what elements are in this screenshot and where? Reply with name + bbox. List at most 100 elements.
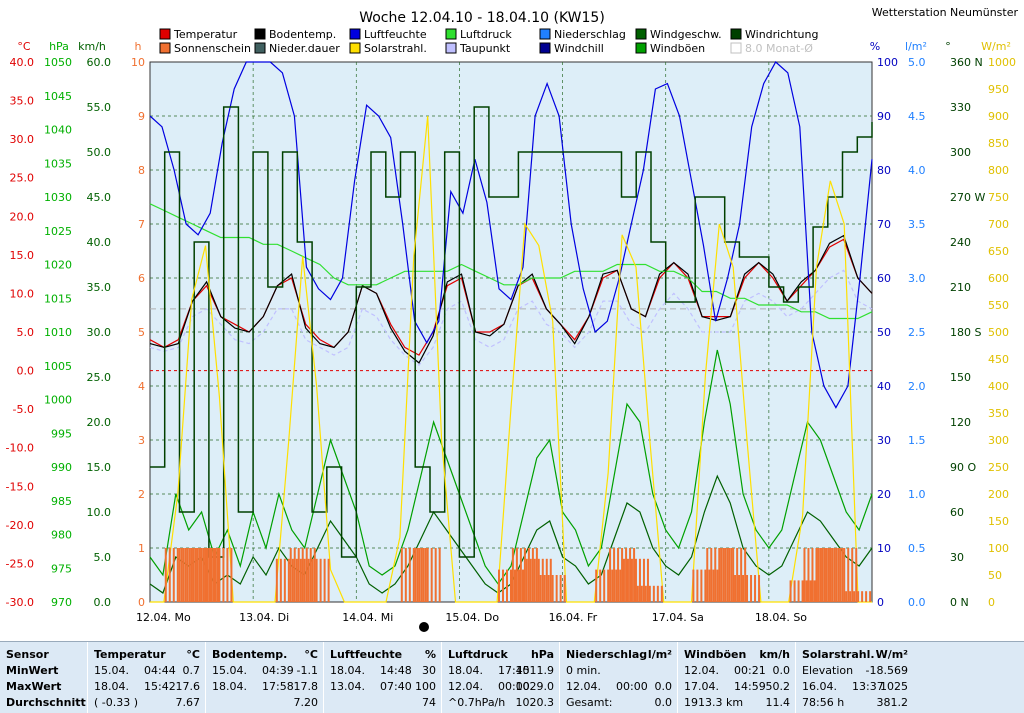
sunshine-bar xyxy=(615,569,618,602)
legend-label: Nieder.dauer xyxy=(269,42,340,55)
axis-tick-temperature_c: 5.0 xyxy=(17,326,35,339)
sunshine-bar xyxy=(319,558,322,602)
sunshine-bar xyxy=(545,558,548,602)
legend-label: Taupunkt xyxy=(459,42,511,55)
axis-tick-direction_deg: 90 O xyxy=(950,461,976,474)
axis-tick-rain_lm2: 2.0 xyxy=(908,380,926,393)
stats-unit: W/m² xyxy=(875,648,908,661)
sunshine-bar xyxy=(823,548,826,602)
legend-swatch xyxy=(159,28,171,40)
sunshine-bar xyxy=(299,558,302,602)
axis-tick-sunshine_h: 7 xyxy=(138,218,145,231)
axis-tick-temperature_c: -5.0 xyxy=(13,403,34,416)
sunshine-bar xyxy=(518,569,520,602)
axis-unit-pressure_hpa: hPa xyxy=(49,40,69,53)
axis-tick-pressure_hpa: 1015 xyxy=(44,292,72,305)
stats-cell-time: 04:44 xyxy=(144,664,176,677)
sunshine-bar xyxy=(724,548,727,602)
stats-cell-value: 0.0 xyxy=(772,664,791,677)
sunshine-bar xyxy=(626,558,629,602)
stats-cell-time: 14:59 xyxy=(734,680,766,693)
sunshine-bar xyxy=(704,569,707,602)
axis-tick-humidity_pct: 90 xyxy=(877,110,891,123)
sunshine-bar xyxy=(793,580,796,602)
sunshine-bar xyxy=(414,548,417,602)
stats-cell-date: Gesamt: xyxy=(566,696,613,709)
stats-cell-time: 00:00 xyxy=(616,680,648,693)
axis-tick-pressure_hpa: 1040 xyxy=(44,124,72,137)
stats-unit: °C xyxy=(304,648,318,661)
sunshine-bar xyxy=(730,548,733,602)
axis-tick-rain_lm2: 3.0 xyxy=(908,272,926,285)
sunshine-bar xyxy=(200,548,203,602)
stats-cell-value: 17.8 xyxy=(293,680,319,693)
series-luftdruck xyxy=(149,203,873,320)
sunshine-bar xyxy=(182,548,185,602)
axis-tick-temperature_c: 25.0 xyxy=(10,172,35,185)
sunshine-bar xyxy=(198,548,201,602)
sunshine-bar xyxy=(652,585,655,602)
legend-label: Windböen xyxy=(650,42,705,55)
axis-tick-humidity_pct: 10 xyxy=(877,542,891,555)
sunshine-bar xyxy=(599,569,602,602)
axis-tick-wind_kmh: 25.0 xyxy=(87,371,112,384)
sunshine-bar xyxy=(656,585,659,602)
axes: 12.04. Mo 13.04. Di 14.04. Mi 15.04. Do 16.0… xyxy=(6,40,1016,624)
sunshine-bar xyxy=(629,548,632,602)
sunshine-bar xyxy=(736,548,739,602)
stats-separator xyxy=(441,642,442,713)
stats-panel: Bodentemp. °C 15.04. 04:39 -1.1 18.04. 17:58 17… xyxy=(206,642,324,713)
legend-swatch xyxy=(539,42,551,54)
sunshine-bar xyxy=(212,548,215,602)
axis-tick-sunshine_h: 8 xyxy=(138,164,145,177)
x-tick-label: 17.04. Sa xyxy=(652,611,704,624)
sunshine-bar xyxy=(309,548,312,602)
sunshine-bar xyxy=(549,558,552,602)
axis-tick-humidity_pct: 80 xyxy=(877,164,891,177)
axis-tick-pressure_hpa: 985 xyxy=(51,495,72,508)
stats-cell-value: 7.20 xyxy=(293,696,319,709)
axis-tick-solar_wm2: 550 xyxy=(988,299,1009,312)
sunshine-bar xyxy=(176,548,179,602)
legend-label: Niederschlag xyxy=(554,28,626,41)
axis-tick-humidity_pct: 0 xyxy=(877,596,884,609)
stats-cell-date: 1913.3 km xyxy=(684,696,744,709)
sunshine-bar xyxy=(797,580,800,602)
sunshine-bar xyxy=(857,591,860,602)
series-bodentemp- xyxy=(149,234,873,364)
sunshine-bar xyxy=(819,548,822,602)
sunshine-bar xyxy=(813,580,816,602)
stats-cell-value: -1.1 xyxy=(296,664,318,677)
axis-tick-pressure_hpa: 970 xyxy=(51,596,72,609)
axis-tick-rain_lm2: 4.5 xyxy=(908,110,926,123)
sunshine-bar xyxy=(603,569,606,602)
axis-tick-sunshine_h: 0 xyxy=(138,596,145,609)
axis-tick-solar_wm2: 100 xyxy=(988,542,1009,555)
sunshine-bar xyxy=(660,585,663,602)
sunshine-bar xyxy=(522,569,524,602)
sunshine-bar xyxy=(408,548,411,602)
sunshine-bar xyxy=(621,548,624,602)
sunshine-bar xyxy=(523,548,526,602)
axis-tick-temperature_c: -25.0 xyxy=(6,557,34,570)
sunshine-bar xyxy=(323,558,326,602)
stats-cell-date: 0 min. xyxy=(566,664,601,677)
sunshine-bar xyxy=(539,575,542,602)
axis-tick-humidity_pct: 40 xyxy=(877,380,891,393)
sunshine-bar xyxy=(607,569,610,602)
sunshine-bar xyxy=(210,548,213,602)
sunshine-bar xyxy=(853,591,856,602)
sunshine-bar xyxy=(297,548,300,602)
legend-swatch xyxy=(349,42,361,54)
series-solarstrahl- xyxy=(150,115,872,603)
sunshine-bar xyxy=(722,548,725,602)
axis-tick-direction_deg: 150 xyxy=(950,371,971,384)
stats-cell-value: 74 xyxy=(422,696,436,709)
axis-tick-pressure_hpa: 1045 xyxy=(44,90,72,103)
axis-tick-solar_wm2: 1000 xyxy=(988,56,1016,69)
plot-area xyxy=(149,61,873,603)
axis-tick-solar_wm2: 800 xyxy=(988,164,1009,177)
x-tick-label: 18.04. So xyxy=(755,611,807,624)
sunshine-bar xyxy=(194,548,197,602)
sunshine-bar xyxy=(622,558,625,602)
